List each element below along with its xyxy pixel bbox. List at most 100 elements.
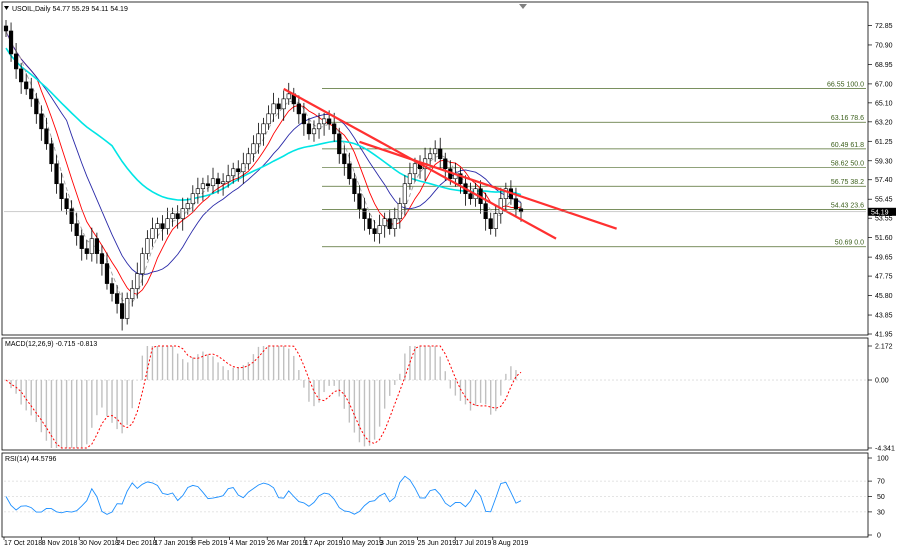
candlestick xyxy=(120,292,125,331)
candlestick xyxy=(64,192,69,215)
candlestick xyxy=(231,162,236,184)
candlestick xyxy=(392,207,397,237)
fib-level-label: 56.75 38.2 xyxy=(831,179,864,186)
fib-level-label: 66.55 100.0 xyxy=(827,81,864,88)
candlestick xyxy=(276,97,281,119)
date-tick-label: 26 Mar 2019 xyxy=(267,540,306,547)
price-tick-label: 55.45 xyxy=(875,197,893,204)
candle-body xyxy=(185,203,190,209)
candlestick xyxy=(468,182,473,205)
candle-body xyxy=(205,183,211,187)
macd-signal-line xyxy=(5,345,522,449)
candlestick xyxy=(125,292,130,325)
candlestick xyxy=(104,252,110,290)
candle-body xyxy=(402,183,407,205)
candle-body xyxy=(367,218,372,229)
candle-body xyxy=(342,153,347,165)
macd-tick-label: 2.172 xyxy=(875,344,893,351)
fib-level-label: 50.69 0.0 xyxy=(835,240,864,247)
candlestick xyxy=(170,207,175,227)
candle-body xyxy=(120,303,125,319)
candlestick xyxy=(49,137,54,172)
chart-shift-icon[interactable] xyxy=(519,4,527,9)
candlesticks xyxy=(3,19,524,331)
symbol-dropdown-icon[interactable] xyxy=(4,6,9,10)
candle-body xyxy=(276,103,281,110)
price-tick-label: 72.85 xyxy=(875,23,893,30)
macd-indicator: 2.172 0.00 -4.341 xyxy=(4,344,895,453)
candle-body xyxy=(337,133,342,155)
price-tick-label: 41.95 xyxy=(875,332,893,339)
candlestick xyxy=(306,117,312,140)
candlestick xyxy=(236,160,241,182)
candlestick xyxy=(438,137,443,169)
candlestick xyxy=(377,214,382,244)
candlestick xyxy=(382,212,387,238)
candle-body xyxy=(130,288,135,299)
price-tick-label: 59.30 xyxy=(875,158,893,165)
candlestick xyxy=(443,152,448,181)
candlestick xyxy=(13,42,19,79)
candle-body xyxy=(39,113,44,130)
moving-average-line xyxy=(5,47,522,201)
candle-body xyxy=(165,218,170,229)
rsi-line xyxy=(5,475,522,515)
candlestick xyxy=(130,280,135,307)
candlestick xyxy=(3,19,9,37)
candle-body xyxy=(170,213,175,219)
candle-body xyxy=(74,223,79,236)
candle-body xyxy=(104,263,110,284)
candle-body xyxy=(19,68,24,83)
candle-body xyxy=(271,103,276,115)
candle-body xyxy=(372,228,377,234)
candlestick xyxy=(39,105,44,141)
candle-body xyxy=(13,53,19,70)
candlestick xyxy=(281,90,286,121)
price-tick-label: 65.10 xyxy=(875,100,893,107)
date-tick-label: 17 Oct 2018 xyxy=(4,540,42,547)
candle-body xyxy=(428,153,433,160)
price-tick-label: 67.00 xyxy=(875,81,893,88)
macd-panel-title: MACD(12,26,9) -0.715 -0.813 xyxy=(5,341,97,348)
candlestick xyxy=(215,172,221,194)
candle-body xyxy=(140,253,145,274)
candlestick xyxy=(226,164,231,188)
candle-body xyxy=(483,203,488,219)
candle-body xyxy=(135,273,140,289)
candlestick xyxy=(89,227,94,262)
candlestick xyxy=(261,117,266,146)
price-tick-label: 53.55 xyxy=(875,216,893,223)
price-tick-label: 49.65 xyxy=(875,255,893,262)
candle-body xyxy=(251,143,256,155)
candle-body xyxy=(281,98,286,110)
candle-body xyxy=(175,213,180,219)
candle-body xyxy=(231,168,236,177)
candle-body xyxy=(518,208,524,213)
candle-body xyxy=(266,113,271,125)
candle-body xyxy=(236,168,241,173)
candle-body xyxy=(412,163,418,175)
candlestick xyxy=(397,197,402,229)
candlestick xyxy=(347,152,352,185)
current-price-label: 54.19 xyxy=(871,209,889,216)
price-tick-label: 61.25 xyxy=(875,139,893,146)
candle-body xyxy=(488,218,493,229)
candlestick xyxy=(19,62,24,94)
candle-body xyxy=(387,218,392,229)
rsi-panel-frame xyxy=(1,452,869,538)
candlestick xyxy=(109,277,115,302)
candlestick xyxy=(24,73,29,95)
candlestick xyxy=(135,262,140,299)
candlestick xyxy=(210,167,216,194)
candlestick xyxy=(503,182,508,211)
candle-body xyxy=(84,248,89,254)
candle-body xyxy=(221,181,226,185)
price-panel-frame xyxy=(1,1,869,336)
candle-body xyxy=(64,198,69,209)
candlestick xyxy=(296,95,301,124)
candlestick xyxy=(458,167,463,194)
candle-body xyxy=(513,198,519,209)
date-tick-label: 8 Aug 2019 xyxy=(493,540,529,547)
date-tick-label: 25 Jun 2019 xyxy=(418,540,457,547)
